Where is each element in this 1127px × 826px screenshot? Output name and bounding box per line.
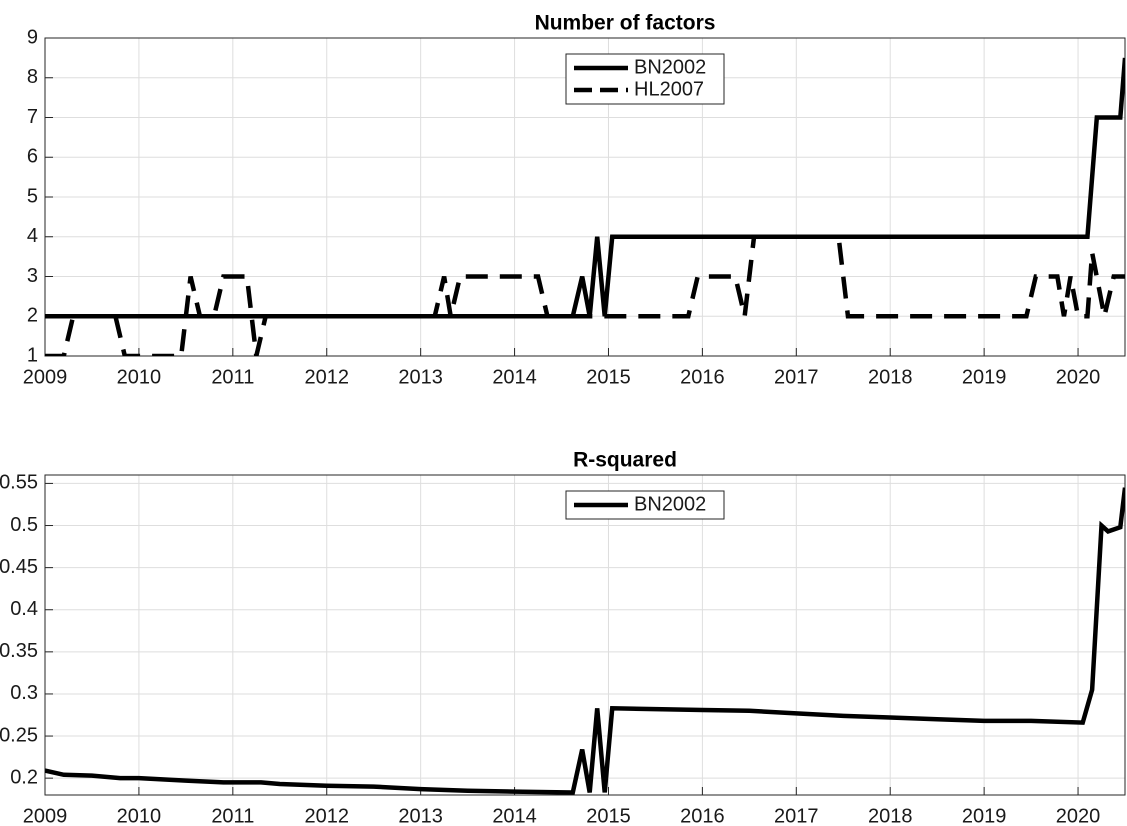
y-tick-label: 1 [27,344,38,366]
x-tick-label: 2018 [868,805,913,826]
y-tick-label: 8 [27,66,38,88]
x-tick-label: 2009 [23,366,68,388]
panel: 2009 2010 2011 2012 2013 2014 2015 2016 2017 2018… [0,449,1126,826]
plot-area [45,475,1125,795]
x-tick-label: 2010 [117,366,162,388]
legend-label: BN2002 [634,493,706,515]
x-tick-label: 2017 [774,366,819,388]
y-tick-label: 0.3 [10,682,38,704]
x-tick-label: 2011 [211,805,254,826]
axes-frame [44,37,1126,357]
x-tick-label: 2015 [586,366,631,388]
y-tick-label: 6 [27,146,38,168]
y-tick-label: 9 [27,26,38,48]
chart-title: R-squared [573,449,677,472]
legend-label: HL2007 [634,78,704,100]
x-tick-label: 2017 [774,805,819,826]
x-tick-label: 2015 [586,805,631,826]
x-tick-label: 2016 [680,805,725,826]
x-tick-label: 2010 [117,805,162,826]
x-tick-label: 2013 [398,805,443,826]
panel: 2009 2010 2011 2012 2013 2014 2015 2016 2017 2018… [23,12,1126,388]
y-tick-label: 0.4 [10,598,38,620]
x-tick-label: 2014 [492,805,537,826]
x-tick-label: 2014 [492,366,537,388]
x-tick-label: 2019 [962,805,1007,826]
x-tick-label: 2012 [304,366,349,388]
axes-frame [44,474,1126,796]
x-tick-label: 2011 [211,366,254,388]
legend: BN2002 [565,490,725,520]
chart-title: Number of factors [535,12,716,35]
x-tick-label: 2018 [868,366,913,388]
x-tick-label: 2012 [304,805,349,826]
y-tick-label: 0.55 [0,472,38,494]
y-tick-label: 7 [27,106,38,128]
data-line [45,234,1125,356]
x-tick-label: 2016 [680,366,725,388]
y-tick-label: 0.35 [0,640,38,662]
y-tick-label: 0.2 [10,766,38,788]
legend-box [565,53,725,105]
x-tick-label: 2019 [962,366,1007,388]
x-tick-label: 2013 [398,366,443,388]
y-tick-label: 3 [27,265,38,287]
y-tick-label: 0.5 [10,514,38,536]
y-tick-label: 2 [27,305,38,327]
x-tick-label: 2020 [1056,805,1101,826]
y-tick-label: 0.45 [0,556,38,578]
y-tick-label: 4 [27,225,38,247]
y-tick-label: 5 [27,185,38,207]
legend-label: BN2002 [634,56,706,78]
data-line [45,487,1125,795]
x-tick-label: 2020 [1056,366,1101,388]
y-tick-label: 0.25 [0,724,38,746]
x-tick-label: 2009 [23,805,68,826]
